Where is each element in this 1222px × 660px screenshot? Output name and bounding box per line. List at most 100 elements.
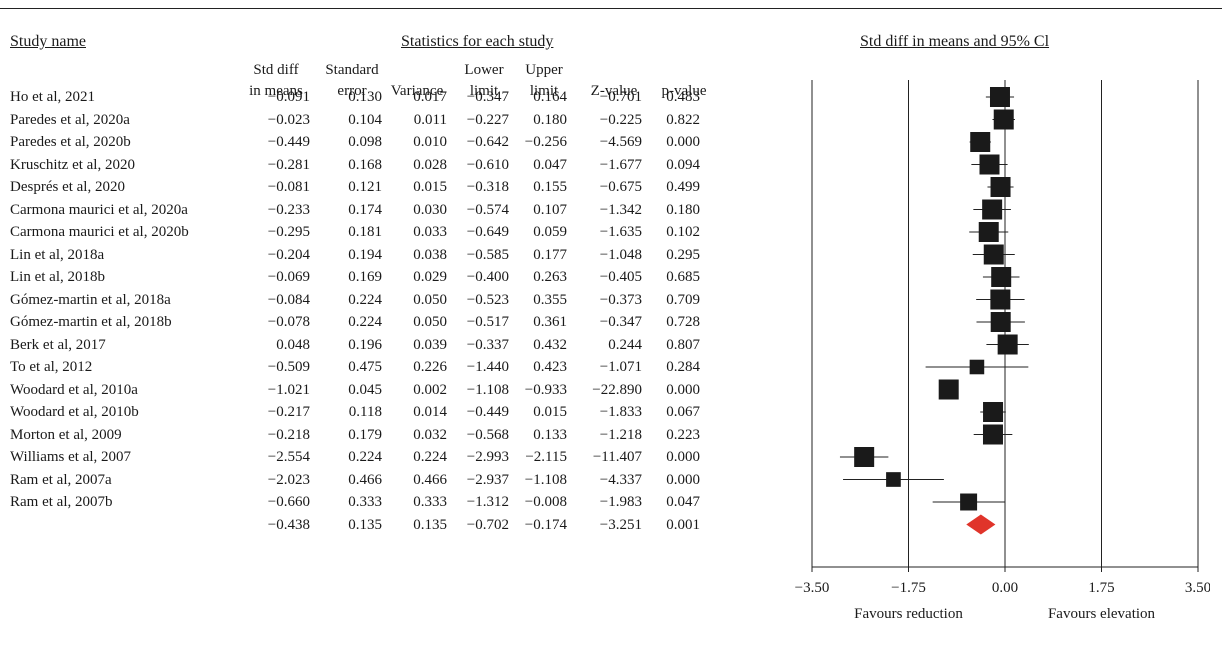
- upper-cell: 0.432: [533, 336, 567, 353]
- lower-cell: −0.449: [466, 404, 509, 420]
- x-tick-label: 1.75: [1088, 580, 1114, 596]
- p-cell: 0.483: [666, 89, 700, 105]
- p-cell: 0.000: [666, 471, 700, 488]
- lower-cell: −1.440: [466, 359, 509, 375]
- column-header-lower: Lower limit: [439, 60, 529, 102]
- study-name-cell: Lin et al, 2018a: [10, 246, 105, 263]
- p-cell: 0.000: [666, 381, 700, 398]
- column-header-line2: Variance: [390, 83, 444, 99]
- column-header-line2: in means: [249, 83, 303, 99]
- table-row: Kruschitz et al, 2020 −0.281 0.168 0.028 −0.…: [0, 154, 790, 176]
- study-name-heading: Study name: [10, 33, 86, 50]
- lower-cell: −0.318: [466, 179, 509, 195]
- var-cell: 0.226: [413, 359, 447, 375]
- z-cell: −0.373: [599, 291, 642, 308]
- column-header-smd: Std diff in means: [231, 60, 321, 102]
- se-cell: 0.104: [348, 111, 382, 128]
- study-marker: [990, 289, 1011, 310]
- smd-cell: −0.078: [267, 314, 310, 330]
- study-name-cell: Paredes et al, 2020a: [10, 111, 130, 128]
- study-name-cell: Ram et al, 2007b: [10, 494, 113, 510]
- upper-cell: 0.155: [533, 179, 567, 195]
- z-cell: −0.347: [599, 314, 642, 330]
- se-cell: 0.466: [348, 471, 382, 488]
- smd-cell: −0.438: [267, 516, 310, 533]
- study-marker: [990, 177, 1011, 197]
- table-row: Després et al, 2020 −0.081 0.121 0.015 −0.31…: [0, 176, 790, 198]
- study-marker: [969, 359, 985, 375]
- var-cell: 0.038: [413, 246, 447, 263]
- var-cell: 0.050: [413, 314, 447, 330]
- smd-cell: −0.295: [267, 224, 310, 240]
- se-cell: 0.174: [348, 201, 382, 218]
- column-header-z: Z-value: [569, 60, 659, 102]
- p-cell: 0.102: [666, 224, 700, 240]
- lower-cell: −0.649: [466, 224, 509, 240]
- lower-cell: −0.227: [466, 111, 509, 128]
- table-row: Williams et al, 2007 −2.554 0.224 0.224 −2.9…: [0, 446, 790, 468]
- study-name-cell: Williams et al, 2007: [10, 449, 132, 465]
- study-marker: [979, 154, 1000, 175]
- study-name-cell: Kruschitz et al, 2020: [10, 156, 135, 173]
- table-row: Lin et al, 2018a −0.204 0.194 0.038 −0.585 0.…: [0, 244, 790, 266]
- p-cell: 0.822: [666, 111, 700, 128]
- smd-cell: −0.084: [267, 291, 310, 308]
- upper-cell: −0.008: [524, 494, 567, 510]
- upper-cell: −1.108: [524, 471, 567, 488]
- lower-cell: −1.108: [466, 381, 509, 398]
- var-cell: 0.033: [413, 224, 447, 240]
- lower-cell: −0.523: [466, 291, 509, 308]
- x-tick-label: 3.50: [1185, 580, 1210, 596]
- upper-cell: 0.355: [533, 291, 567, 308]
- column-header-line1: Upper: [525, 62, 563, 78]
- column-header-var: Variance: [372, 60, 462, 102]
- study-name-cell: Ho et al, 2021: [10, 89, 95, 105]
- smd-cell: −0.069: [267, 269, 310, 285]
- table-row: To et al, 2012 −0.509 0.475 0.226 −1.440 0.42…: [0, 356, 790, 378]
- study-name-cell: Després et al, 2020: [10, 179, 125, 195]
- z-cell: −11.407: [592, 449, 642, 465]
- lower-cell: −0.585: [466, 246, 509, 263]
- z-cell: −1.218: [599, 426, 642, 443]
- table-row: Berk et al, 2017 0.048 0.196 0.039 −0.337 0.4…: [0, 334, 790, 356]
- p-cell: 0.094: [666, 156, 700, 173]
- z-cell: −22.890: [592, 381, 642, 398]
- upper-cell: 0.177: [533, 246, 567, 263]
- smd-cell: −2.023: [267, 471, 310, 488]
- z-cell: −0.225: [599, 111, 642, 128]
- se-cell: 0.181: [348, 224, 382, 240]
- smd-cell: −0.281: [267, 156, 310, 173]
- favours-elevation-label: Favours elevation: [1048, 606, 1156, 622]
- z-cell: 0.244: [608, 336, 642, 353]
- z-cell: −1.071: [599, 359, 642, 375]
- upper-cell: 0.423: [533, 359, 567, 375]
- smd-cell: 0.048: [276, 336, 310, 353]
- var-cell: 0.224: [413, 449, 447, 465]
- upper-cell: −2.115: [525, 449, 567, 465]
- var-cell: 0.014: [413, 404, 447, 420]
- p-cell: 0.223: [666, 426, 700, 443]
- lower-cell: −0.568: [466, 426, 509, 443]
- se-cell: 0.168: [348, 156, 382, 173]
- study-name-cell: Ram et al, 2007a: [10, 471, 112, 488]
- se-cell: 0.169: [348, 269, 382, 285]
- smd-cell: −1.021: [267, 381, 310, 398]
- table-row: Ram et al, 2007b −0.660 0.333 0.333 −1.312 −0…: [0, 491, 790, 513]
- table-row: Ram et al, 2007a −2.023 0.466 0.466 −2.937 −1…: [0, 469, 790, 491]
- p-cell: 0.000: [666, 449, 700, 465]
- study-marker: [854, 447, 875, 467]
- var-cell: 0.032: [413, 426, 447, 443]
- z-cell: −1.983: [599, 494, 642, 510]
- p-cell: 0.807: [666, 336, 700, 353]
- z-cell: −0.405: [599, 269, 642, 285]
- summary-diamond: [966, 514, 996, 535]
- p-cell: 0.284: [666, 359, 700, 375]
- se-cell: 0.196: [348, 336, 382, 353]
- study-name-cell: Gómez-martin et al, 2018a: [10, 291, 171, 308]
- upper-cell: 0.059: [533, 224, 567, 240]
- se-cell: 0.135: [348, 516, 382, 533]
- smd-cell: −2.554: [267, 449, 310, 465]
- z-cell: −1.635: [599, 224, 642, 240]
- study-marker: [983, 244, 1004, 265]
- z-cell: −1.833: [599, 404, 642, 420]
